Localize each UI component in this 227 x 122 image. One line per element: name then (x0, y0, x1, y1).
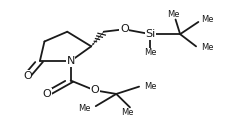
Text: Me: Me (200, 43, 213, 52)
Text: O: O (42, 89, 51, 99)
Text: Me: Me (144, 48, 156, 57)
Text: Me: Me (78, 104, 90, 113)
Text: Me: Me (200, 15, 213, 24)
Text: Me: Me (121, 108, 133, 117)
Text: O: O (90, 85, 99, 95)
Text: Me: Me (144, 82, 156, 91)
Text: N: N (66, 56, 74, 66)
Text: O: O (23, 71, 32, 81)
Text: Me: Me (166, 10, 179, 19)
Text: Si: Si (145, 29, 155, 39)
Text: O: O (119, 24, 128, 34)
